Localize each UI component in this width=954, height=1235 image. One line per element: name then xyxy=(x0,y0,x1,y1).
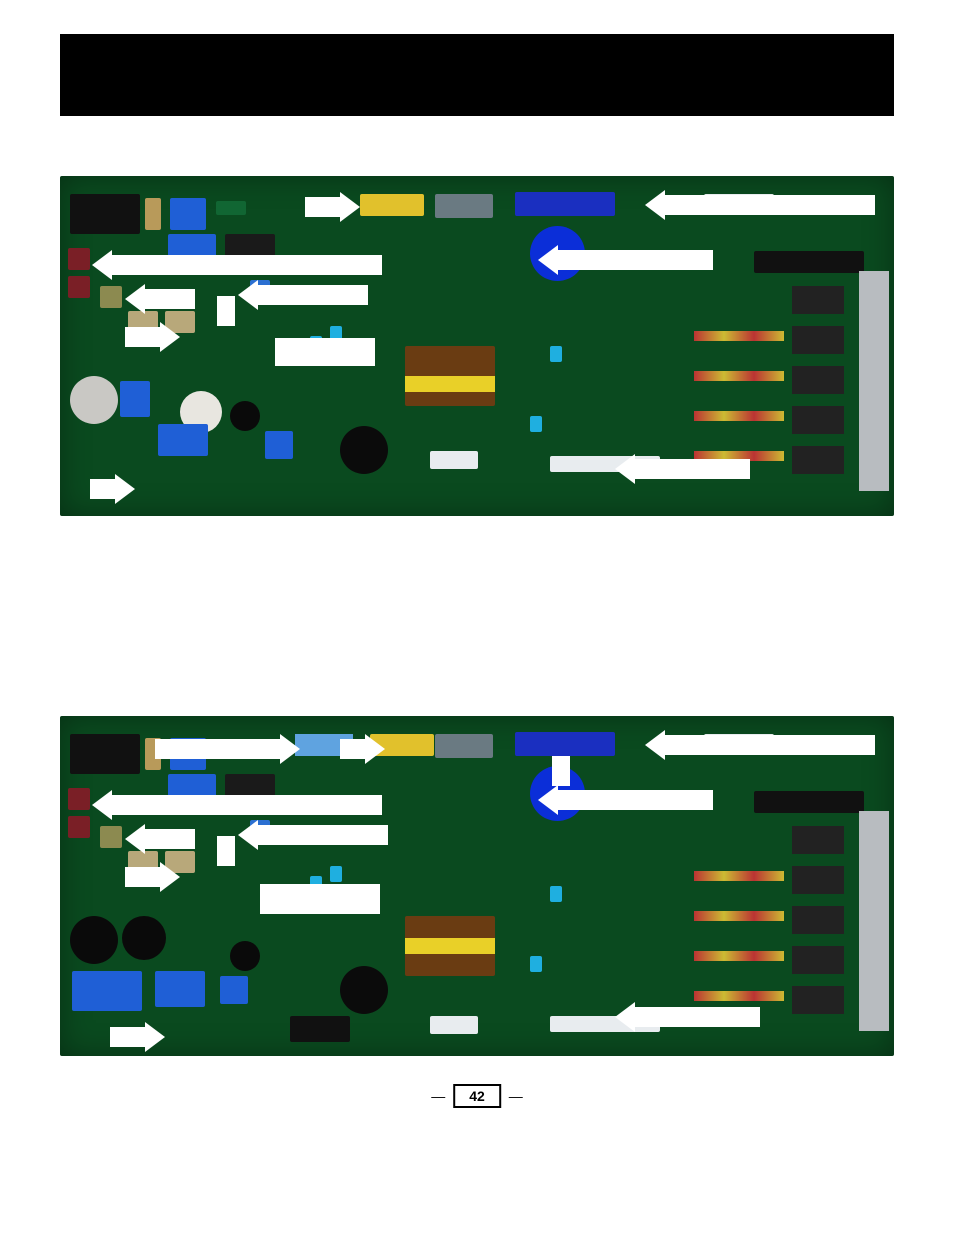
black-round-component xyxy=(340,426,388,474)
blue-box-cap-2 xyxy=(155,971,205,1007)
arrow-to-white-conn xyxy=(645,734,875,756)
arrow-to-fuse xyxy=(90,478,135,500)
maroon-connector-2 xyxy=(68,276,90,298)
blue-box-cap-2 xyxy=(158,424,208,456)
grey-connector xyxy=(435,734,493,758)
power-transistor-2 xyxy=(792,866,844,894)
yellow-connector xyxy=(360,194,424,216)
heatsink xyxy=(859,811,889,1031)
arrow-to-white-conn xyxy=(645,194,875,216)
arrow-to-yellow-conn xyxy=(340,738,385,760)
blue-box-cap-1 xyxy=(72,971,142,1011)
arrow-up-blue-conn xyxy=(550,756,572,786)
tan-component xyxy=(145,198,161,230)
resistor-row-2 xyxy=(694,911,784,921)
resistor-row-1 xyxy=(694,871,784,881)
arrow-to-tan3 xyxy=(125,326,180,348)
resistor-row-4 xyxy=(694,991,784,1001)
bottom-relay xyxy=(290,1016,350,1042)
maroon-connector-2 xyxy=(68,816,90,838)
arrow-to-blue-round xyxy=(538,789,713,811)
arrow-to-small-blue xyxy=(238,284,368,306)
page-number: 42 xyxy=(453,1084,501,1108)
blue-box-cap-3 xyxy=(220,976,248,1004)
white-connector-small xyxy=(430,1016,478,1034)
transformer-label xyxy=(405,376,495,392)
resistor-row-2 xyxy=(694,371,784,381)
power-transistor-5 xyxy=(792,446,844,474)
arrow-up-to-tan xyxy=(215,836,237,866)
green-ic xyxy=(216,201,246,215)
black-terminal-block xyxy=(70,734,140,774)
arrow-label-box xyxy=(275,338,375,366)
power-transistor-3 xyxy=(792,366,844,394)
blue-large-connector xyxy=(515,192,615,216)
pcb-board-top xyxy=(60,176,894,516)
power-transistor-2 xyxy=(792,326,844,354)
blue-large-connector xyxy=(515,732,615,756)
pcb-board-bottom xyxy=(60,716,894,1056)
pcb-figure-bottom xyxy=(60,716,894,1056)
tan-connector-2 xyxy=(100,826,122,848)
arrow-to-tan2 xyxy=(125,828,195,850)
arrow-to-lightblue xyxy=(155,738,300,760)
heatsink xyxy=(859,271,889,491)
capacitor-large-black xyxy=(70,916,118,964)
small-cap-3 xyxy=(530,416,542,432)
arrow-label-box xyxy=(260,884,380,914)
power-transistor-3 xyxy=(792,906,844,934)
white-connector-small xyxy=(430,451,478,469)
large-ic xyxy=(754,251,864,273)
arrow-to-blue-round xyxy=(538,249,713,271)
small-cap-2 xyxy=(330,866,342,882)
arrow-up-to-tan xyxy=(215,296,237,326)
capacitor-black xyxy=(230,941,260,971)
arrow-to-tan2 xyxy=(125,288,195,310)
power-transistor-4 xyxy=(792,406,844,434)
arrow-to-tan3 xyxy=(125,866,180,888)
capacitor-large-silver xyxy=(70,376,118,424)
arrow-to-small-blue xyxy=(238,824,388,846)
arrow-to-fuse xyxy=(110,1026,165,1048)
tan-connector-2 xyxy=(100,286,122,308)
transformer-label xyxy=(405,938,495,954)
arrow-to-white-mid xyxy=(615,458,750,480)
grey-connector xyxy=(435,194,493,218)
arrow-to-maroon xyxy=(92,254,382,276)
resistor-row-1 xyxy=(694,331,784,341)
arrow-to-maroon xyxy=(92,794,382,816)
blue-box-cap-3 xyxy=(265,431,293,459)
arrow-to-yellow-conn xyxy=(305,196,360,218)
maroon-connector-1 xyxy=(68,788,90,810)
power-transistor-5 xyxy=(792,986,844,1014)
header-black-bar xyxy=(60,34,894,116)
power-transistor-4 xyxy=(792,946,844,974)
small-cap-4 xyxy=(550,886,562,902)
blue-relay-1 xyxy=(170,198,206,230)
maroon-connector-1 xyxy=(68,248,90,270)
black-round-component xyxy=(340,966,388,1014)
resistor-row-3 xyxy=(694,951,784,961)
power-transistor-1 xyxy=(792,826,844,854)
small-cap-3 xyxy=(530,956,542,972)
resistor-row-3 xyxy=(694,411,784,421)
blue-box-cap-1 xyxy=(120,381,150,417)
black-terminal-block xyxy=(70,194,140,234)
capacitor-large-black-2 xyxy=(122,916,166,960)
pcb-figure-top xyxy=(60,176,894,516)
capacitor-black xyxy=(230,401,260,431)
large-ic xyxy=(754,791,864,813)
arrow-to-white-mid xyxy=(615,1006,760,1028)
small-cap-4 xyxy=(550,346,562,362)
power-transistor-1 xyxy=(792,286,844,314)
